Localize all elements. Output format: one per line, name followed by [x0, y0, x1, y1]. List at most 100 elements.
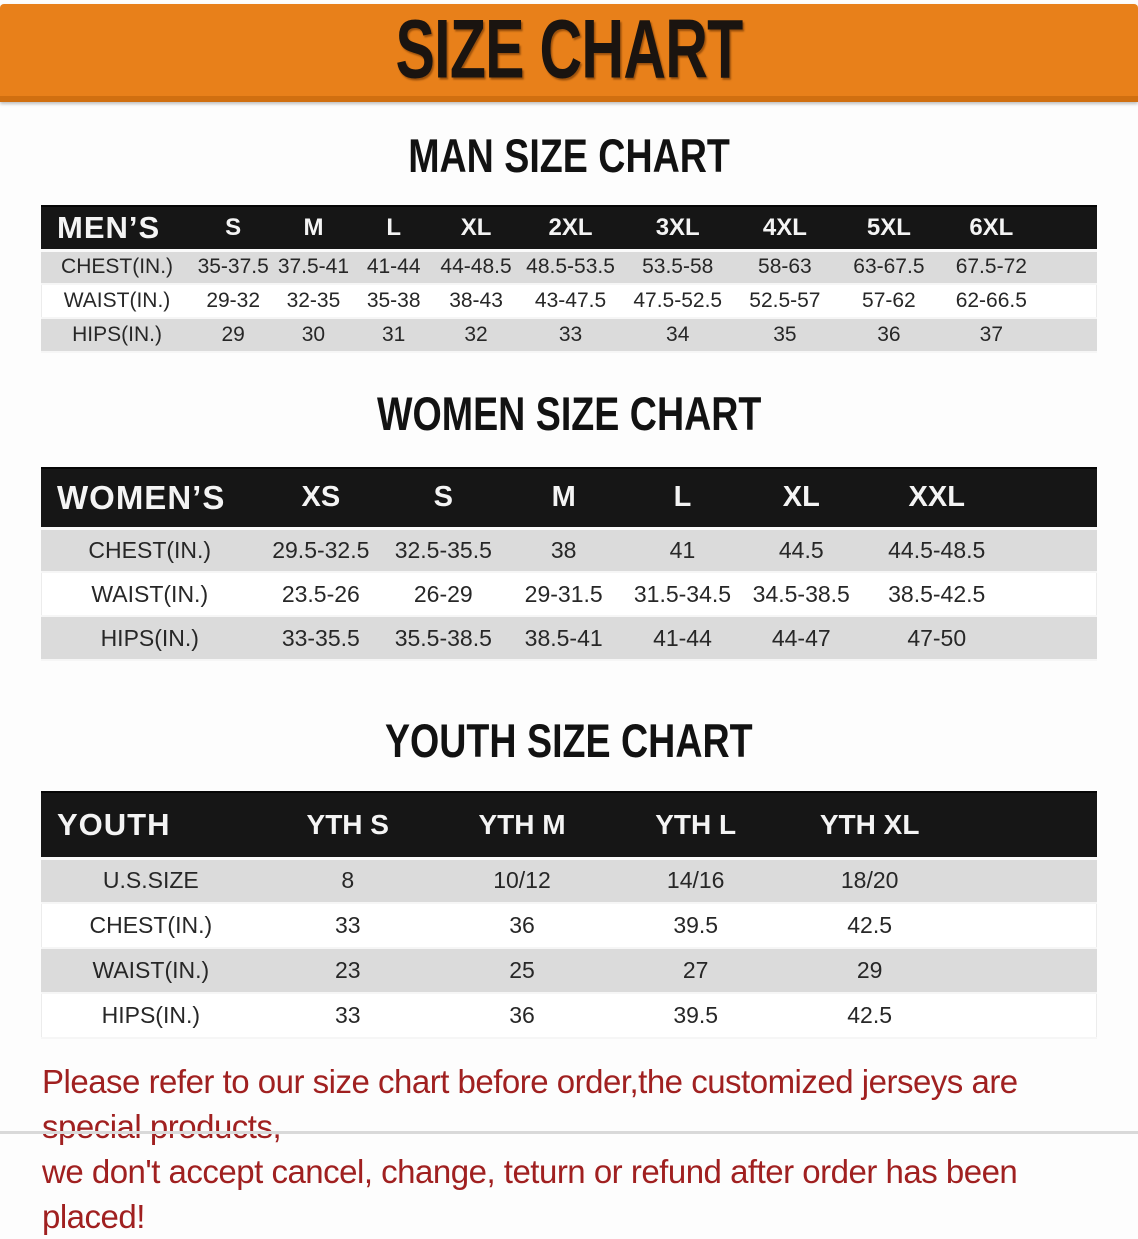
table-header-row: WOMEN’S XS S M L XL XXL	[41, 467, 1097, 529]
size-value-cell: 63-67.5	[837, 248, 941, 284]
row-label: HIPS(IN.)	[72, 323, 162, 346]
column-header: 4XL	[732, 205, 838, 251]
size-value-cell: 47-50	[907, 624, 967, 651]
column-header: L	[623, 467, 742, 529]
size-value-cell: 29-31.5	[524, 580, 603, 607]
size-value-cell: 44.5-48.5	[861, 526, 1097, 572]
size-value-cell: 52.5-57	[749, 289, 821, 312]
size-value-cell: 29	[856, 957, 883, 983]
column-header: S	[383, 467, 504, 529]
size-value-cell: 25	[509, 957, 535, 983]
size-value-cell: 35.5-38.5	[394, 624, 492, 651]
size-value-cell: 37	[979, 323, 1003, 346]
size-value-cell: 38.5-42.5	[888, 580, 986, 607]
column-header: M	[503, 467, 624, 529]
men-size-table: MEN’S S M L XL 2XL 3XL 4XL 5XL 6XL CHEST(IN.) 35-37…	[41, 205, 1097, 353]
size-value-cell: 32	[464, 323, 488, 346]
table-title-cell: WOMEN’S	[41, 467, 259, 529]
size-value-cell: 42.5	[847, 1002, 893, 1028]
table-row: U.S.SIZE 8 10/12 14/16 18/20	[41, 856, 1097, 903]
size-value-cell: 39.5	[673, 1002, 719, 1028]
row-label: HIPS(IN.)	[100, 624, 199, 651]
size-value-cell: 57-62	[862, 289, 916, 312]
row-label: CHEST(IN.)	[41, 526, 259, 572]
column-header: 3XL	[622, 205, 733, 251]
column-header: YTH XL	[782, 791, 1097, 859]
column-header: S	[193, 205, 274, 251]
column-header: XL	[433, 205, 519, 251]
size-value-cell: 34	[666, 323, 690, 346]
size-value-cell: 31	[382, 323, 406, 346]
column-header: L	[353, 205, 434, 251]
size-value-cell: 58-63	[732, 248, 838, 284]
size-value-cell: 48.5-53.5	[518, 248, 623, 284]
size-value-cell: 33	[334, 912, 361, 938]
size-value-cell: 26-29	[413, 580, 473, 607]
size-value-cell: 37.5-41	[273, 248, 354, 284]
table-row: CHEST(IN.) 35-37.5 37.5-41 41-44 44-48.5 48.5…	[41, 248, 1097, 284]
size-value-cell: 31.5-34.5	[633, 580, 732, 607]
row-label: CHEST(IN.)	[89, 912, 213, 938]
column-header: 5XL	[837, 205, 941, 251]
size-value-cell: 53.5-58	[622, 248, 733, 284]
table-row: WAIST(IN.) 29-32 32-35 35-38 38-43 43-47.5 47.…	[41, 284, 1097, 318]
disclaimer-line-2: we don't accept cancel, change, teturn o…	[42, 1153, 1018, 1235]
column-header: XXL	[861, 467, 1097, 529]
column-header: XS	[258, 467, 384, 529]
men-section-heading: MAN SIZE CHART	[408, 129, 730, 182]
table-title-cell: YOUTH	[41, 791, 261, 859]
size-value-cell: 41	[623, 526, 742, 572]
table-row: HIPS(IN.) 33-35.5 35.5-38.5 38.5-41 41-44 44-…	[41, 616, 1097, 660]
size-value-cell: 29	[221, 323, 245, 346]
size-value-cell: 62-66.5	[955, 289, 1027, 312]
size-value-cell: 36	[509, 912, 535, 938]
row-label: WAIST(IN.)	[92, 957, 210, 983]
youth-size-table: YOUTH YTH S YTH M YTH L YTH XL U.S.SIZE 8 10/12…	[41, 791, 1097, 1039]
size-value-cell: 30	[301, 323, 326, 346]
size-value-cell: 38.5-41	[524, 624, 603, 651]
column-header: 2XL	[518, 205, 623, 251]
size-value-cell: 35-38	[366, 289, 421, 312]
size-value-cell: 32.5-35.5	[383, 526, 504, 572]
table-row: CHEST(IN.) 33 36 39.5 42.5	[41, 903, 1097, 948]
column-header: XL	[741, 467, 862, 529]
column-header: M	[273, 205, 354, 251]
size-value-cell: 27	[682, 957, 709, 983]
size-value-cell: 43-47.5	[534, 289, 607, 312]
banner-title: SIZE CHART	[395, 3, 743, 96]
size-value-cell: 38-43	[449, 289, 503, 312]
table-row: CHEST(IN.) 29.5-32.5 32.5-35.5 38 41 44.5 44.5…	[41, 526, 1097, 572]
size-value-cell: 23.5-26	[281, 580, 360, 607]
size-chart-banner: SIZE CHART	[0, 3, 1138, 102]
table-header-row: YOUTH YTH S YTH M YTH L YTH XL	[41, 791, 1097, 859]
size-value-cell: 33-35.5	[281, 624, 360, 651]
size-value-cell: 33	[334, 1002, 361, 1028]
women-size-table: WOMEN’S XS S M L XL XXL CHEST(IN.) 29.5-32.5 32.5…	[41, 467, 1097, 661]
row-label: WAIST(IN.)	[63, 289, 171, 312]
youth-section-heading: YOUTH SIZE CHART	[385, 714, 753, 767]
size-value-cell: 18/20	[782, 856, 1097, 903]
bottom-divider	[0, 1131, 1138, 1134]
size-value-cell: 33	[558, 323, 583, 346]
column-header: YTH M	[434, 791, 610, 859]
size-value-cell: 34.5-38.5	[752, 580, 850, 607]
size-value-cell: 47.5-52.5	[633, 289, 723, 312]
column-header: 6XL	[940, 205, 1097, 251]
size-value-cell: 14/16	[609, 856, 783, 903]
column-header: YTH L	[609, 791, 783, 859]
table-row: HIPS(IN.) 33 36 39.5 42.5	[41, 993, 1097, 1038]
size-value-cell: 67.5-72	[940, 248, 1097, 284]
size-value-cell: 36	[509, 1002, 535, 1028]
size-value-cell: 41-44	[353, 248, 434, 284]
women-section-heading: WOMEN SIZE CHART	[376, 387, 762, 440]
disclaimer-line-1: Please refer to our size chart before or…	[42, 1063, 1018, 1145]
size-value-cell: 38	[503, 526, 624, 572]
row-label: CHEST(IN.)	[41, 248, 194, 284]
size-value-cell: 29-32	[206, 289, 261, 312]
size-value-cell: 35-37.5	[193, 248, 274, 284]
size-value-cell: 35	[773, 323, 797, 346]
table-row: WAIST(IN.) 23.5-26 26-29 29-31.5 31.5-34.5 34…	[41, 572, 1097, 616]
size-value-cell: 41-44	[653, 624, 712, 651]
row-label: U.S.SIZE	[41, 856, 261, 903]
size-value-cell: 44-48.5	[433, 248, 519, 284]
